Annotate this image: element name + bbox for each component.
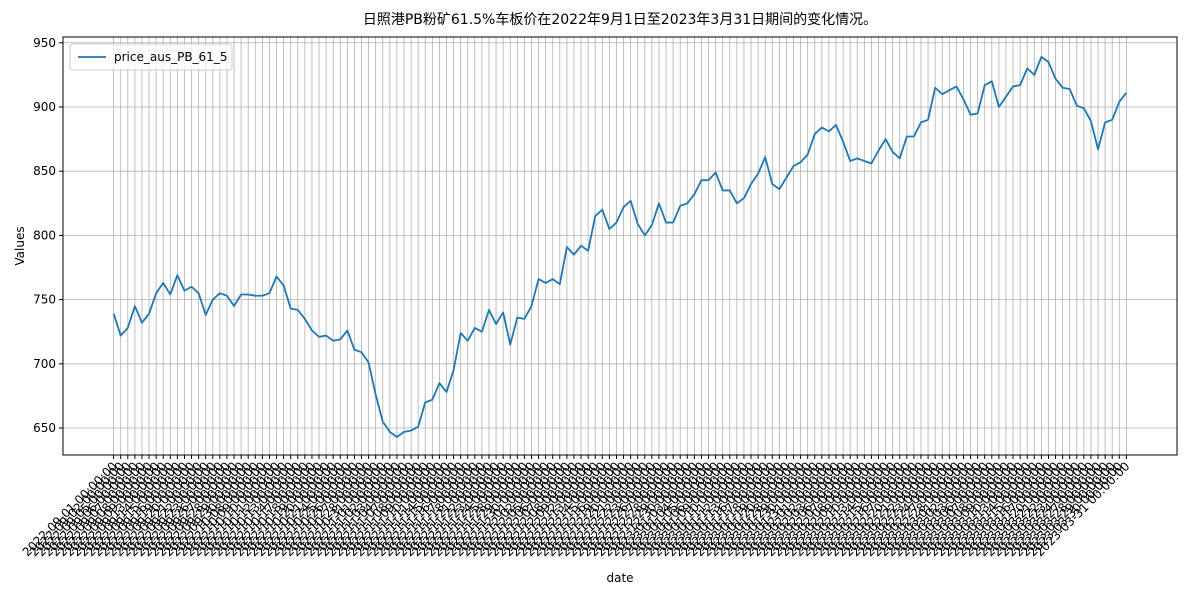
y-tick-label: 900 bbox=[33, 100, 56, 114]
legend-label: price_aus_PB_61_5 bbox=[114, 50, 227, 64]
y-tick-label: 750 bbox=[33, 293, 56, 307]
y-tick-label: 700 bbox=[33, 357, 56, 371]
y-tick-label: 800 bbox=[33, 228, 56, 242]
y-tick-label: 850 bbox=[33, 164, 56, 178]
line-series bbox=[112, 56, 1128, 438]
y-axis-label: Values bbox=[13, 226, 27, 265]
chart-title: 日照港PB粉矿61.5%车板价在2022年9月1日至2023年3月31日期间的变… bbox=[363, 11, 877, 28]
y-tick-label: 650 bbox=[33, 421, 56, 435]
legend-box bbox=[69, 43, 233, 71]
plot-frame bbox=[62, 36, 1178, 456]
x-axis-label: date bbox=[606, 571, 633, 585]
y-tick-label: 950 bbox=[33, 36, 56, 50]
